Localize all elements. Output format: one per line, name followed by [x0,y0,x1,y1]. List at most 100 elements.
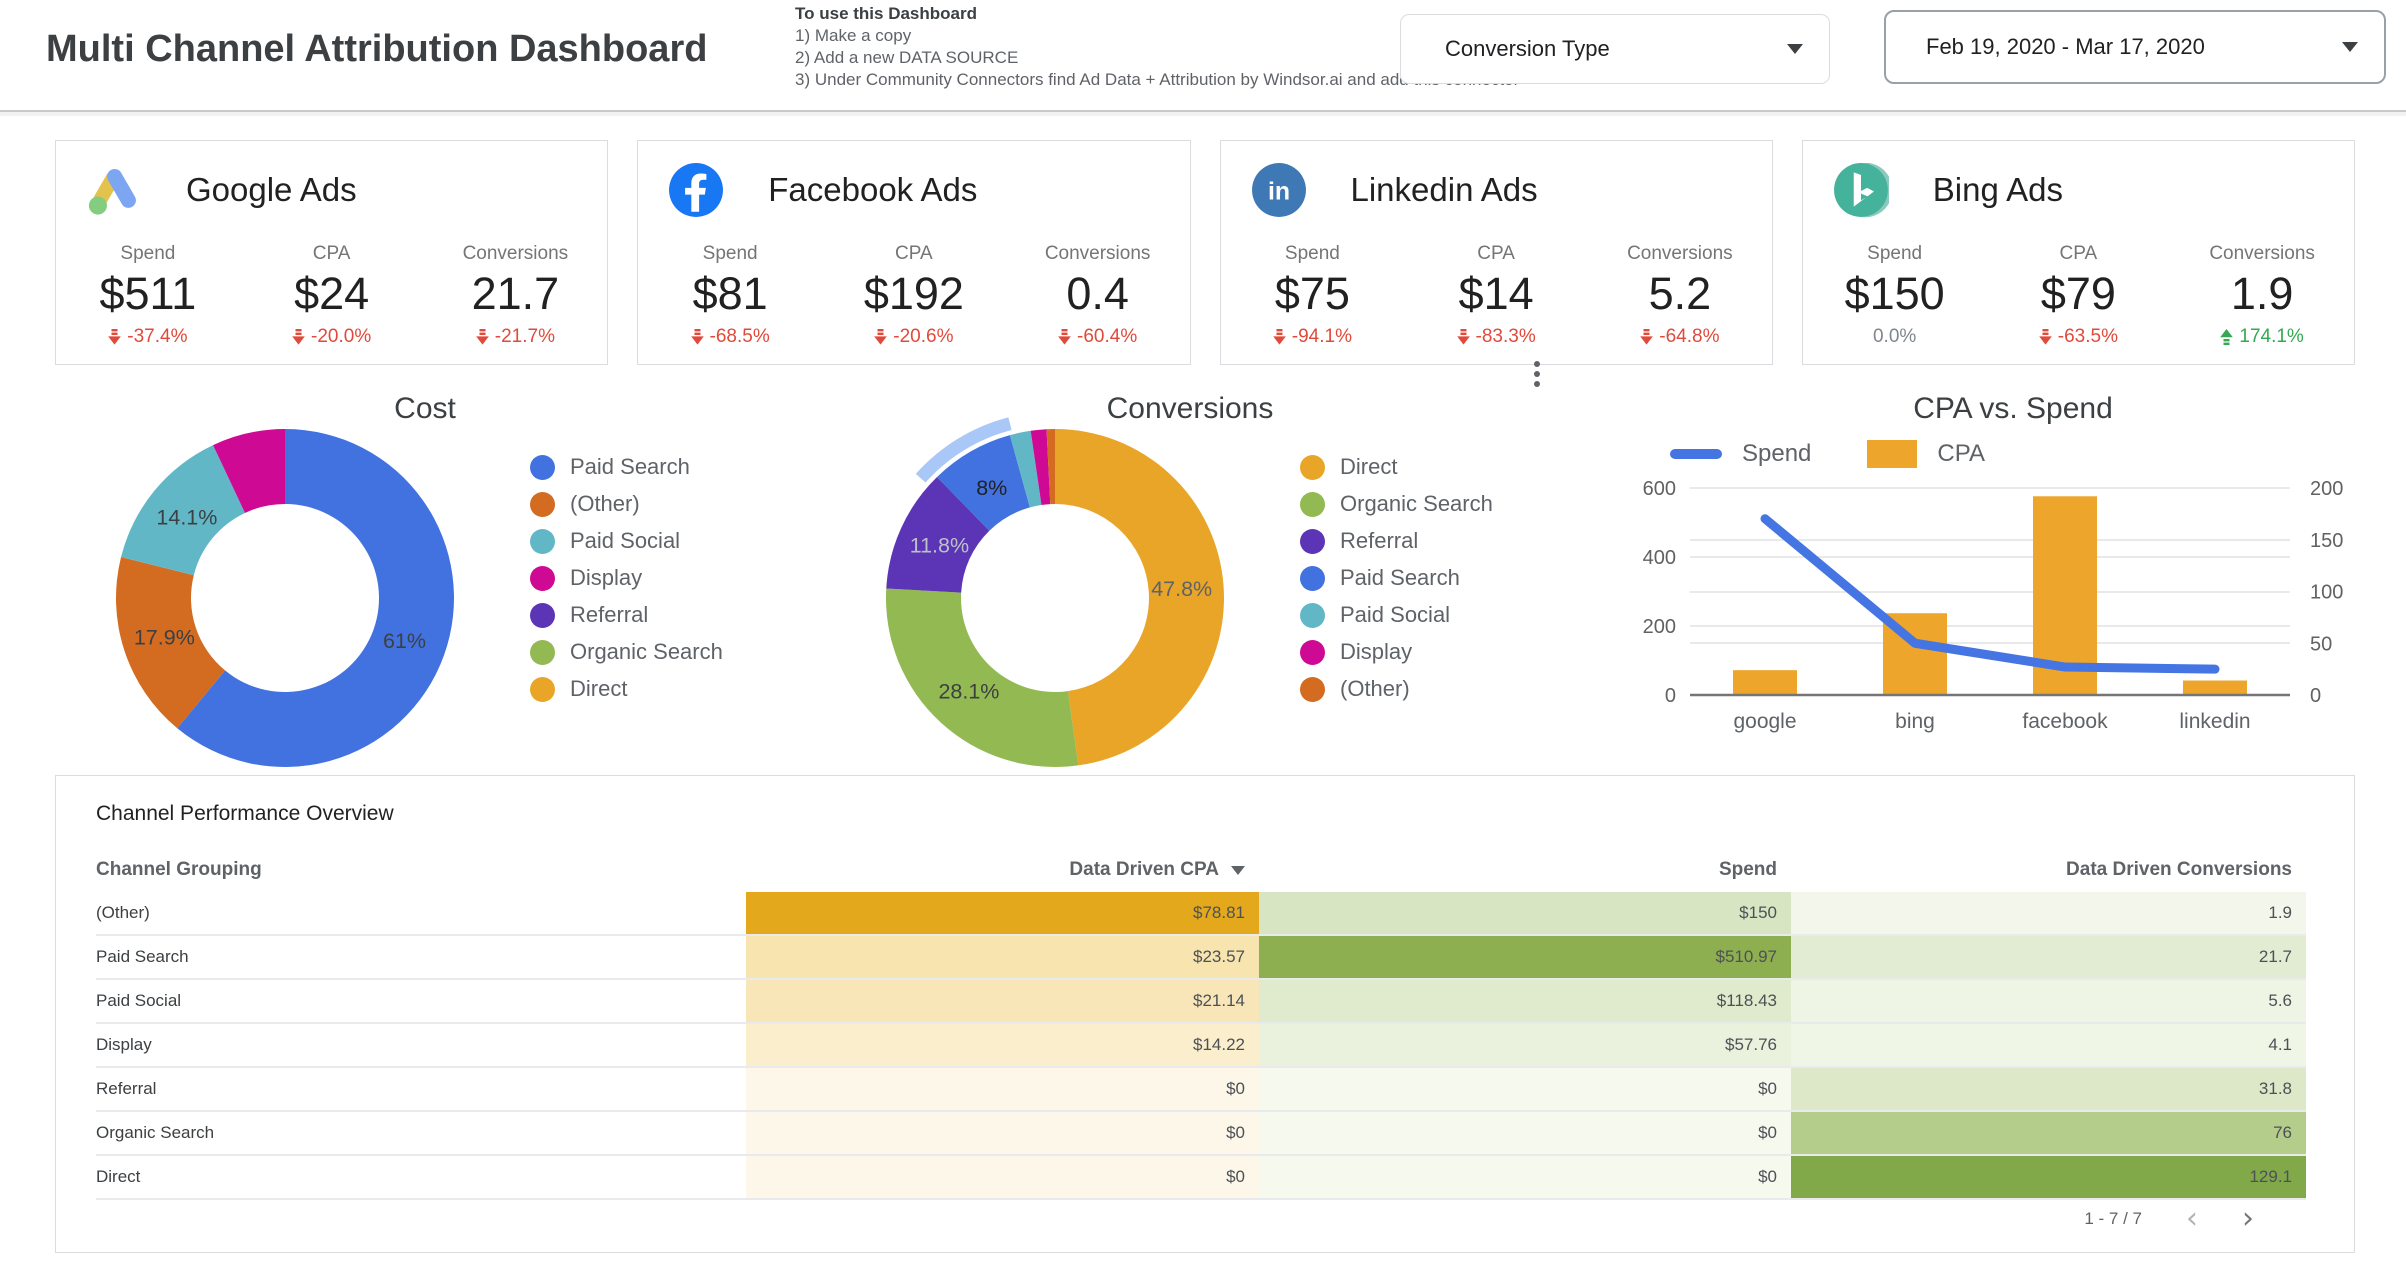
legend-item[interactable]: Direct [530,676,723,702]
metric-delta: -83.3% [1404,326,1588,348]
cell-spend: $0 [1259,1112,1791,1154]
cell-cpa: $23.57 [746,936,1259,978]
legend-label: Paid Search [1340,565,1460,591]
cost-chart-legend: Paid Search (Other) Paid Social Display … [530,454,723,702]
table-header-row: Channel Grouping Data Driven CPA Spend D… [96,848,2306,892]
trend-down-icon [108,329,121,345]
legend-item[interactable]: Display [530,565,723,591]
svg-text:11.8%: 11.8% [910,533,969,557]
metric-cpa: CPA $14 -83.3% [1404,243,1588,348]
conversion-type-dropdown[interactable]: Conversion Type [1400,14,1830,84]
cell-cpa: $21.14 [746,980,1259,1022]
legend-label: (Other) [570,491,640,517]
trend-up-icon [2220,329,2233,345]
scorecard-facebook-ads: Facebook Ads Spend $81 -68.5% CPA $192 -… [637,140,1190,365]
cell-conversions: 76 [1791,1112,2306,1154]
chevron-down-icon [2342,42,2358,52]
svg-text:0: 0 [2310,685,2321,707]
column-header-spend[interactable]: Spend [1259,848,1791,892]
chevron-down-icon [1787,44,1803,54]
cell-conversions: 5.6 [1791,980,2306,1022]
metric-delta: -64.8% [1588,326,1772,348]
cost-chart: Cost 61%17.9%14.1% Paid Search (Other) P… [55,388,795,788]
legend-swatch [530,566,555,591]
legend-item[interactable]: Organic Search [1300,491,1493,517]
spend-line-swatch [1670,449,1722,459]
legend-item[interactable]: (Other) [1300,676,1493,702]
cell-spend: $0 [1259,1156,1791,1198]
legend-item[interactable]: Organic Search [530,639,723,665]
legend-item[interactable]: Referral [1300,528,1493,554]
legend-item[interactable]: Display [1300,639,1493,665]
next-page-icon[interactable]: › [2242,1204,2254,1234]
trend-down-icon [691,329,704,345]
metric-conversions: Conversions 0.4 -60.4% [1006,243,1190,348]
legend-label: Referral [1340,528,1418,554]
legend-label: Paid Social [570,528,680,554]
metric-cpa: CPA $79 -63.5% [1987,243,2171,348]
column-header-data-driven-cpa[interactable]: Data Driven CPA [746,848,1259,892]
combo-chart-legend: Spend CPA [1670,440,1985,468]
cell-conversions: 129.1 [1791,1156,2306,1198]
legend-item[interactable]: Paid Social [530,528,723,554]
legend-swatch [1300,603,1325,628]
date-range-picker[interactable]: Feb 19, 2020 - Mar 17, 2020 [1884,10,2386,84]
legend-item[interactable]: Direct [1300,454,1493,480]
metric-delta: -63.5% [1987,326,2171,348]
legend-swatch [530,492,555,517]
conversions-donut-chart[interactable]: 47.8%28.1%11.8%8% [855,398,1255,798]
previous-page-icon[interactable]: ‹ [2186,1204,2198,1234]
legend-item[interactable]: Paid Search [530,454,723,480]
cell-channel: Paid Search [96,936,746,978]
svg-text:150: 150 [2310,530,2343,552]
metric-delta: -94.1% [1221,326,1405,348]
metric-delta: -21.7% [424,326,608,348]
legend-swatch [530,529,555,554]
svg-text:28.1%: 28.1% [938,679,999,703]
chart-options-menu-icon[interactable] [1534,357,1540,391]
legend-swatch [1300,529,1325,554]
channel-performance-table: Channel Performance Overview Channel Gro… [55,775,2355,1253]
date-range-value: Feb 19, 2020 - Mar 17, 2020 [1926,34,2205,60]
svg-text:200: 200 [2310,480,2343,500]
metric-spend: Spend $150 0.0% [1803,243,1987,348]
trend-down-icon [1457,329,1470,345]
legend-label: Direct [1340,454,1397,480]
table-row: (Other) $78.81 $150 1.9 [96,892,2306,936]
cell-conversions: 31.8 [1791,1068,2306,1110]
legend-label: Direct [570,676,627,702]
cell-channel: Direct [96,1156,746,1198]
legend-label: (Other) [1340,676,1410,702]
trend-down-icon [2039,329,2052,345]
svg-text:100: 100 [2310,582,2343,604]
facebook-icon [668,162,724,218]
scorecard-title: Google Ads [186,171,357,209]
cost-donut-chart[interactable]: 61%17.9%14.1% [85,398,485,798]
bing-icon [1833,162,1889,218]
cell-channel: Referral [96,1068,746,1110]
legend-swatch [530,455,555,480]
column-header-channel-grouping[interactable]: Channel Grouping [96,848,746,892]
conversion-type-value: Conversion Type [1445,36,1610,62]
legend-label: Organic Search [570,639,723,665]
table-row: Direct $0 $0 129.1 [96,1156,2306,1200]
legend-item[interactable]: Paid Search [1300,565,1493,591]
cell-conversions: 1.9 [1791,892,2306,934]
metric-cpa: CPA $192 -20.6% [822,243,1006,348]
legend-label: Organic Search [1340,491,1493,517]
column-header-data-driven-conversions[interactable]: Data Driven Conversions [1791,848,2306,892]
cell-channel: Display [96,1024,746,1066]
trend-down-icon [476,329,489,345]
combo-plot[interactable]: 0200400600050100150200googlebingfacebook… [1620,480,2406,748]
svg-text:8%: 8% [976,476,1007,500]
legend-item[interactable]: (Other) [530,491,723,517]
svg-text:61%: 61% [383,629,426,653]
legend-item[interactable]: Paid Social [1300,602,1493,628]
metric-cpa: CPA $24 -20.0% [240,243,424,348]
legend-swatch [1300,640,1325,665]
cell-channel: Paid Social [96,980,746,1022]
metric-conversions: Conversions 5.2 -64.8% [1588,243,1772,348]
legend-item[interactable]: Referral [530,602,723,628]
svg-text:17.9%: 17.9% [134,626,195,650]
trend-down-icon [292,329,305,345]
